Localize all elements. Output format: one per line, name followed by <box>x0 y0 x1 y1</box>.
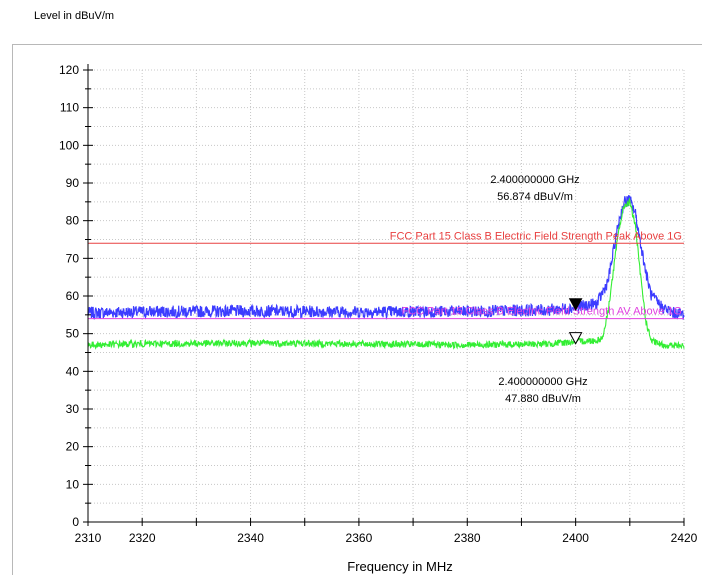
markers: 2.400000000 GHz 56.874 dBuV/m 2.400000000 … <box>490 174 587 405</box>
y-tick-label: 70 <box>66 251 80 265</box>
y-tick-label: 90 <box>66 176 80 190</box>
grid <box>87 69 685 523</box>
axes: 0 10 20 30 40 50 60 70 80 90 100 110 120 2310 2320 2340… <box>59 63 698 545</box>
y-tick-label: 50 <box>66 327 80 341</box>
x-tick-label: 2340 <box>237 531 264 545</box>
marker-freq: 2.400000000 GHz <box>498 376 587 388</box>
limit-label: FCC Part 15 Class B Electric Field Stren… <box>390 230 682 242</box>
x-tick-label: 2320 <box>129 531 156 545</box>
x-tick-label: 2380 <box>454 531 481 545</box>
y-tick-label: 20 <box>66 440 80 454</box>
x-axis-label: Frequency in MHz <box>347 559 452 574</box>
limit-lines: FCC Part 15 Class B Electric Field Stren… <box>88 230 684 320</box>
y-tick-label: 100 <box>59 138 79 152</box>
y-axis-label: Level in dBuV/m <box>34 10 115 22</box>
marker-freq: 2.400000000 GHz <box>490 174 579 186</box>
marker-level: 47.880 dBuV/m <box>505 393 581 405</box>
limit-label: FCC Part 15 Class B Electric Field Stren… <box>402 306 682 318</box>
y-tick-label: 110 <box>60 101 79 115</box>
chart-frame <box>12 44 702 575</box>
marker-triangle <box>568 298 583 311</box>
x-tick-label: 2310 <box>75 531 102 545</box>
y-tick-label: 40 <box>66 364 80 378</box>
x-tick-label: 2400 <box>562 531 589 545</box>
y-tick-label: 10 <box>66 477 80 491</box>
series-trace-2 <box>87 197 685 350</box>
marker-triangle <box>568 332 583 345</box>
series-group <box>87 195 685 350</box>
y-tick-label: 120 <box>59 63 79 77</box>
y-tick-label: 60 <box>66 289 80 303</box>
y-tick-label: 80 <box>66 214 80 228</box>
marker-level: 56.874 dBuV/m <box>497 191 573 203</box>
x-tick-label: 2360 <box>346 531 373 545</box>
x-tick-label: 2420 <box>671 531 698 545</box>
series-trace-1 <box>87 195 685 321</box>
y-tick-label: 30 <box>66 402 80 416</box>
y-tick-label: 0 <box>72 515 79 529</box>
